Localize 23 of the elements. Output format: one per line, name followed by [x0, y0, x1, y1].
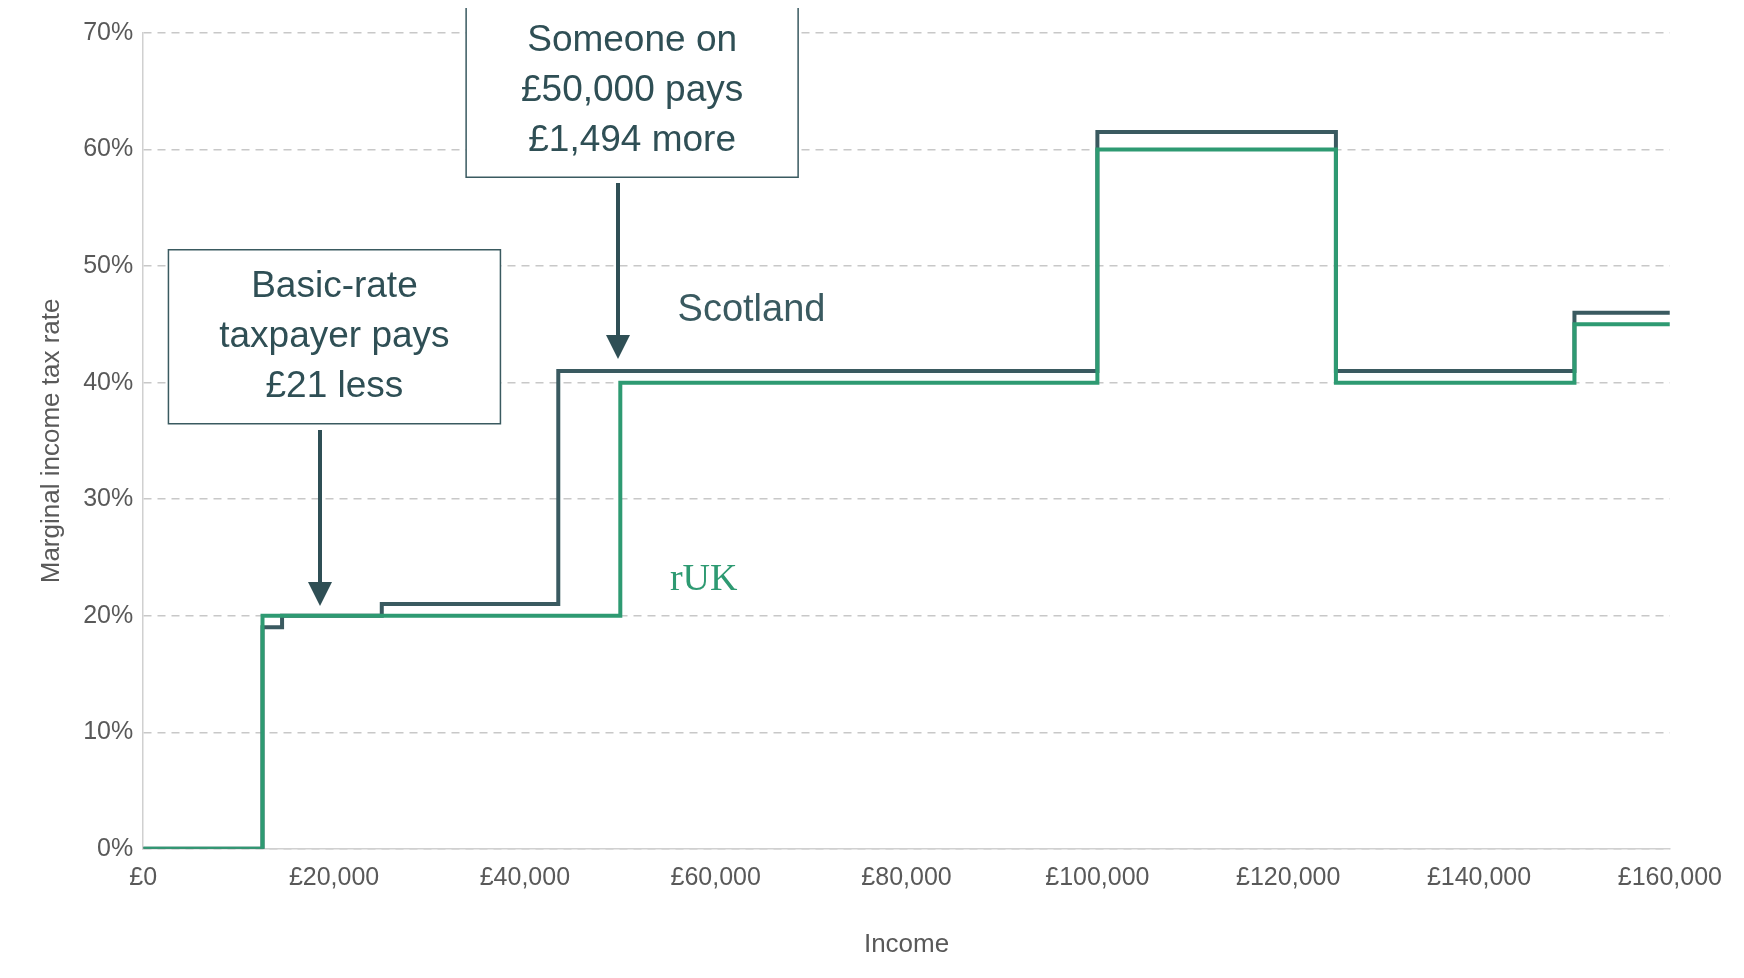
y-tick-label: 30% — [83, 483, 134, 512]
x-tick-label: £80,000 — [861, 861, 952, 890]
y-tick-label: 20% — [83, 599, 134, 628]
y-tick-label: 70% — [83, 16, 134, 45]
y-tick-label: 40% — [83, 366, 134, 395]
x-tick-label: £40,000 — [479, 861, 571, 890]
x-tick-label: £60,000 — [670, 861, 761, 890]
y-tick-label: 60% — [83, 133, 134, 162]
series-label: Scotland — [677, 286, 826, 329]
x-tick-label: £100,000 — [1045, 861, 1150, 890]
x-tick-label: £20,000 — [288, 861, 380, 890]
y-axis-title: Marginal income tax rate — [34, 298, 65, 584]
x-axis-title: Income — [863, 927, 950, 958]
annotation: Basic-rate taxpayer pays £21 less — [219, 263, 450, 405]
annotation: Someone on £50,000 pays £1,494 more — [521, 17, 744, 159]
x-tick-label: £0 — [129, 861, 158, 890]
x-tick-label: £140,000 — [1426, 861, 1532, 890]
x-tick-label: £160,000 — [1617, 861, 1722, 890]
y-tick-label: 10% — [83, 716, 134, 745]
y-tick-label: 0% — [97, 832, 134, 861]
y-tick-label: 50% — [83, 249, 134, 278]
series-label: rUK — [669, 555, 739, 598]
x-tick-label: £120,000 — [1236, 861, 1341, 890]
